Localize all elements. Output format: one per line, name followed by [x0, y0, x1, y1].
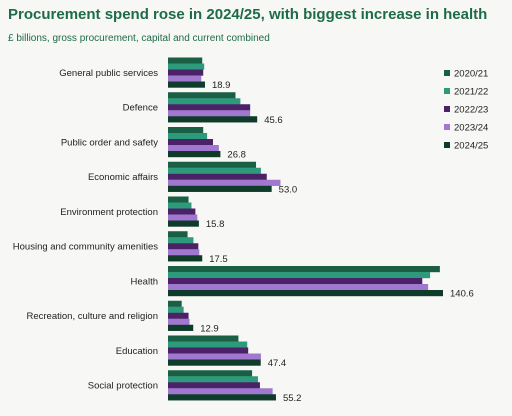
bar-2023-24-8 [168, 353, 261, 360]
value-label: 53.0 [279, 184, 298, 195]
bar-2023-24-4 [168, 214, 198, 221]
legend-swatch [444, 124, 450, 130]
bar-2023-24-7 [168, 318, 190, 325]
bar-2020-21-5 [168, 231, 188, 238]
legend-label: 2024/25 [454, 140, 488, 151]
value-label: 55.2 [283, 393, 302, 404]
value-label: 45.6 [264, 115, 283, 126]
bar-2020-21-8 [168, 335, 239, 342]
bar-2022-23-6 [168, 278, 423, 285]
bar-2020-21-0 [168, 57, 203, 64]
bar-2020-21-4 [168, 196, 189, 203]
bar-2021-22-8 [168, 341, 248, 348]
category-label: Environment protection [60, 207, 158, 218]
bar-2024-25-0 [168, 81, 205, 88]
bar-2021-22-6 [168, 272, 431, 279]
bar-2021-22-5 [168, 237, 194, 244]
category-label: Defence [123, 103, 158, 114]
chart-subtitle: £ billions, gross procurement, capital a… [8, 33, 270, 44]
bar-2022-23-1 [168, 104, 251, 111]
bar-2020-21-9 [168, 370, 253, 377]
category-label: Housing and community amenities [13, 242, 158, 253]
bar-2020-21-7 [168, 300, 182, 307]
bar-2023-24-2 [168, 145, 219, 152]
bar-2023-24-3 [168, 179, 281, 186]
legend-swatch [444, 142, 450, 148]
bar-2024-25-9 [168, 394, 276, 401]
bar-2021-22-7 [168, 306, 184, 313]
bar-2021-22-3 [168, 167, 261, 174]
bar-2020-21-3 [168, 161, 257, 168]
bar-2023-24-0 [168, 75, 202, 82]
legend-swatch [444, 88, 450, 94]
value-label: 17.5 [209, 254, 228, 265]
chart-title: Procurement spend rose in 2024/25, with … [8, 6, 488, 23]
bar-2022-23-5 [168, 243, 199, 250]
value-label: 140.6 [450, 289, 474, 300]
category-label: Education [116, 346, 158, 357]
bar-2022-23-8 [168, 347, 249, 354]
category-label: General public services [59, 68, 158, 79]
category-label: Social protection [88, 381, 158, 392]
value-label: 18.9 [212, 80, 231, 91]
bar-2020-21-6 [168, 266, 440, 273]
bar-2023-24-5 [168, 249, 200, 256]
value-label: 26.8 [227, 150, 246, 161]
category-label: Public order and safety [61, 137, 158, 148]
category-label: Health [131, 276, 158, 287]
bar-2024-25-6 [168, 290, 443, 297]
bar-2021-22-2 [168, 133, 208, 140]
legend-label: 2022/23 [454, 104, 488, 115]
bar-2024-25-7 [168, 324, 194, 331]
category-label: Recreation, culture and religion [27, 311, 159, 322]
bar-2024-25-4 [168, 220, 199, 227]
bar-2022-23-4 [168, 208, 196, 215]
bar-2023-24-9 [168, 388, 273, 395]
bar-2021-22-0 [168, 63, 205, 70]
bar-2021-22-9 [168, 376, 258, 383]
bar-2024-25-5 [168, 255, 203, 262]
value-label: 47.4 [268, 358, 287, 369]
bar-2023-24-6 [168, 284, 429, 291]
legend-swatch [444, 70, 450, 76]
bar-2022-23-9 [168, 382, 260, 389]
bar-2024-25-8 [168, 359, 261, 366]
bar-2022-23-2 [168, 139, 213, 146]
legend-label: 2023/24 [454, 122, 488, 133]
bar-2020-21-2 [168, 127, 204, 134]
legend-swatch [444, 106, 450, 112]
bar-2022-23-3 [168, 173, 267, 180]
legend-label: 2021/22 [454, 86, 488, 97]
value-label: 15.8 [206, 219, 225, 230]
bar-2024-25-3 [168, 185, 272, 192]
category-label: Economic affairs [88, 172, 158, 183]
bar-2022-23-0 [168, 69, 204, 76]
bar-2020-21-1 [168, 92, 236, 99]
bar-2021-22-1 [168, 98, 241, 105]
bar-2023-24-1 [168, 110, 251, 117]
bar-2021-22-4 [168, 202, 192, 209]
bar-2024-25-2 [168, 151, 221, 158]
bar-2022-23-7 [168, 312, 189, 319]
legend-label: 2020/21 [454, 68, 488, 79]
value-label: 12.9 [200, 323, 219, 334]
bar-2024-25-1 [168, 116, 258, 123]
